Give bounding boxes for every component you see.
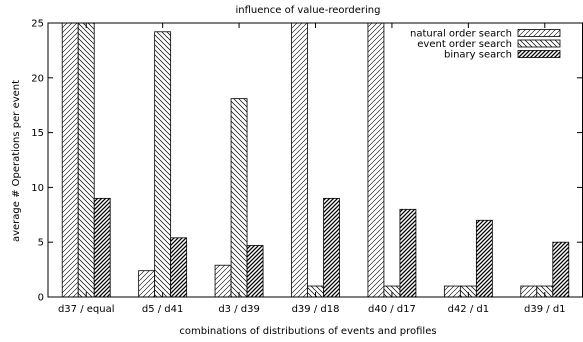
- bar: [93, 197, 111, 298]
- bars-layer: [61, 22, 570, 298]
- x-tick-label: d37 / equal: [58, 304, 115, 315]
- bar: [520, 285, 538, 298]
- bar: [138, 270, 156, 298]
- legend-swatch: [517, 29, 561, 37]
- bar: [170, 237, 188, 298]
- x-tick-label: d3 / d39: [218, 304, 260, 315]
- bar: [77, 22, 95, 298]
- bar: [367, 22, 385, 298]
- legend-label: natural order search: [410, 29, 512, 40]
- legend-swatch: [517, 39, 561, 48]
- y-axis-label: average # Operations per event: [11, 80, 22, 242]
- bar: [214, 264, 232, 298]
- y-tick-label: 10: [31, 183, 44, 194]
- y-tick-label: 25: [31, 19, 44, 30]
- bar: [552, 241, 570, 298]
- x-tick-label: d39 / d18: [292, 304, 340, 315]
- bar: [443, 285, 461, 298]
- legend-label: binary search: [444, 50, 512, 61]
- legend-label: event order search: [417, 39, 512, 50]
- bar: [399, 208, 417, 298]
- x-tick-label: d5 / d41: [142, 304, 184, 315]
- x-tick-label: d42 / d1: [448, 304, 490, 315]
- chart-title: influence of value-reordering: [236, 5, 381, 16]
- y-tick-label: 20: [31, 73, 44, 84]
- x-axis-label: combinations of distributions of events …: [179, 326, 436, 337]
- bar: [246, 245, 264, 298]
- bar: [61, 22, 79, 298]
- y-tick-label: 5: [38, 238, 44, 249]
- y-tick-label: 0: [38, 293, 44, 304]
- bar: [230, 98, 248, 298]
- bar: [475, 219, 493, 298]
- x-tick-label: d40 / d17: [368, 304, 416, 315]
- legend-swatch: [517, 50, 561, 58]
- bar: [154, 31, 172, 298]
- bar: [291, 22, 308, 298]
- bar: [323, 197, 340, 298]
- x-tick-label: d39 / d1: [524, 304, 566, 315]
- plot-frame: [47, 22, 583, 298]
- y-tick-label: 15: [31, 128, 44, 139]
- axes-layer: 0 5 10 15 20 25 d37 / equal d5 / d41 d3 / d39 d39…: [31, 19, 583, 315]
